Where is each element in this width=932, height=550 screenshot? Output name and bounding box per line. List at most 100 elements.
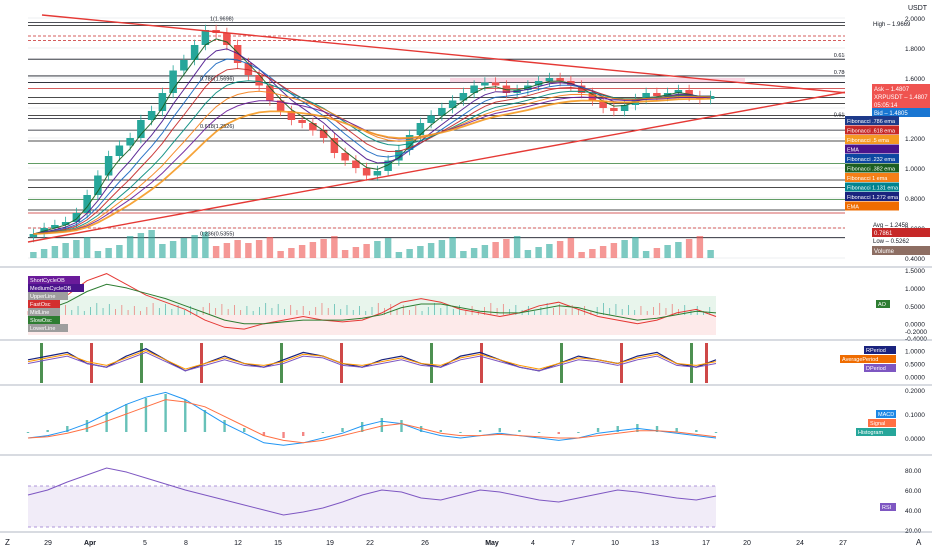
avg-label: Avg – 1.2458 (873, 223, 909, 229)
candle-body (319, 130, 328, 138)
fib-ema-tag: Fibonacci 1.131 ema (847, 186, 899, 192)
price-tick-label: 2.0000 (905, 16, 925, 23)
macd-histogram-bar (459, 432, 462, 433)
volume-bar (503, 239, 510, 258)
volume-bar (62, 243, 69, 258)
period-axis-ticks: 1.0000 0.5000 0.0000 (905, 348, 925, 381)
volume-bar (492, 242, 499, 258)
macd-pane[interactable]: MACD Signal Histogram 0.2000 0.1000 0.0000 (0, 384, 932, 446)
time-tick-label: 22 (366, 540, 374, 547)
price-tick-label: 1.2000 (905, 136, 925, 143)
macd-labels: MACD Signal Histogram (856, 410, 896, 436)
axis-tick-label: 0.5000 (905, 362, 925, 369)
candle-body (438, 108, 446, 116)
signal-bar (620, 343, 623, 383)
volume-bar (546, 244, 553, 258)
pane-label-bg (868, 419, 896, 427)
volume-bar (255, 240, 263, 258)
pane-label: MACD (878, 412, 894, 418)
oscillator-pane[interactable]: ShortCycleOB MediumCycleOB UpperLine FastOs… (0, 266, 932, 343)
time-tick-label: 27 (839, 540, 847, 547)
volume-bar (438, 240, 446, 258)
volume-bar (51, 246, 59, 258)
period-oscillator-labels: RPeriod AveragePeriod DPeriod (840, 346, 896, 372)
macd-histogram-bar (675, 428, 678, 432)
ask-tag-bg (872, 84, 930, 93)
pane-label-bg (28, 284, 84, 292)
price-axis[interactable]: USDT 2.00001.80001.60001.40001.20001.000… (845, 0, 932, 532)
zoom-tag[interactable]: Z (5, 538, 10, 547)
volume-bar (148, 230, 155, 258)
axis-tick-label: 80.00 (905, 468, 922, 475)
macd-histogram-bar (164, 394, 167, 432)
candle-body (266, 85, 274, 101)
time-tick-label: 15 (274, 540, 282, 547)
macd-histogram-bar (26, 432, 30, 433)
price-pane[interactable]: 1(1.9698)0.618(1.7254)0.786(1.6136)0.786… (27, 14, 869, 259)
axis-tick-label: 60.00 (905, 488, 922, 495)
volume-bar (427, 243, 435, 258)
volume-bar (137, 233, 145, 258)
pane-label-bg (28, 324, 68, 332)
time-axis[interactable]: 29 Apr 5 8 12 15 19 22 26 May 4 7 10 13 17 20 24 27 Z A (0, 531, 932, 547)
ao-tag-bg (876, 300, 890, 308)
macd-histogram-bar (596, 428, 600, 432)
candle-body (352, 160, 360, 168)
series-line (27, 348, 717, 372)
fib-level-label: 0.618(1.2526) (200, 124, 234, 130)
candle-body (94, 175, 102, 195)
time-tick-label: 29 (44, 540, 52, 547)
fib-ema-tag: EMA (847, 148, 859, 154)
macd-histogram-bar (282, 432, 285, 438)
macd-histogram-bar (478, 430, 482, 432)
ema-line (33, 80, 711, 235)
series-line (27, 399, 717, 444)
candle-body (384, 160, 392, 171)
axis-tick-label: 0.5000 (905, 304, 925, 311)
fib-ema-tag: Fibonacci .618 ema (847, 129, 896, 135)
fib-ema-tag-bg (845, 182, 899, 192)
fib-ema-tag-bg (845, 125, 899, 135)
volume-bar (180, 238, 188, 258)
time-tick-label: 20 (743, 540, 751, 547)
candle-body (620, 105, 629, 111)
volume-bar (470, 248, 478, 258)
period-oscillator-series (27, 343, 717, 383)
pane-label-bg (28, 308, 60, 316)
ema-ribbon (33, 38, 711, 235)
auto-scale-tag[interactable]: A (916, 538, 922, 547)
rsi-series (27, 467, 717, 516)
volume-tag: Volume (874, 249, 895, 255)
fib-ema-tag: Fibonacci 1.272 ema (847, 195, 899, 201)
fib-ema-tag-bg (845, 201, 899, 211)
fib-ema-tags: Fibonacci .786 ema Fibonacci .618 ema Fibo… (845, 116, 899, 211)
pane-label-bg (876, 410, 896, 418)
macd-histogram-bar (655, 426, 659, 432)
volume-bar (320, 239, 327, 258)
series-line (27, 391, 717, 446)
axis-tick-label: 0.2000 (905, 388, 925, 395)
volume-bar (417, 246, 424, 258)
volume-bars (30, 230, 714, 258)
macd-histogram-bar (66, 426, 69, 432)
volume-bar (599, 246, 607, 258)
candle-body (642, 93, 650, 99)
volume-bar (707, 250, 714, 258)
fib-ema-tag-bg (845, 135, 899, 144)
volume-bar (653, 248, 661, 258)
price-tick-label: 1.0000 (905, 166, 925, 173)
candle-body (126, 138, 134, 146)
fib-ema-tag: Fibonacci .5 ema (847, 138, 890, 144)
period-oscillator-pane[interactable]: RPeriod AveragePeriod DPeriod 1.0000 0.5000… (0, 339, 932, 383)
volume-bar (632, 237, 639, 258)
candle-body (416, 123, 425, 135)
pane-label-bg (28, 316, 60, 324)
volume-bar (696, 236, 704, 258)
axis-tick-label: 1.0000 (905, 348, 925, 355)
candle-body (556, 78, 564, 81)
series-line (27, 467, 717, 516)
trendlines[interactable] (27, 14, 869, 243)
macd-histogram-bar (243, 428, 246, 432)
